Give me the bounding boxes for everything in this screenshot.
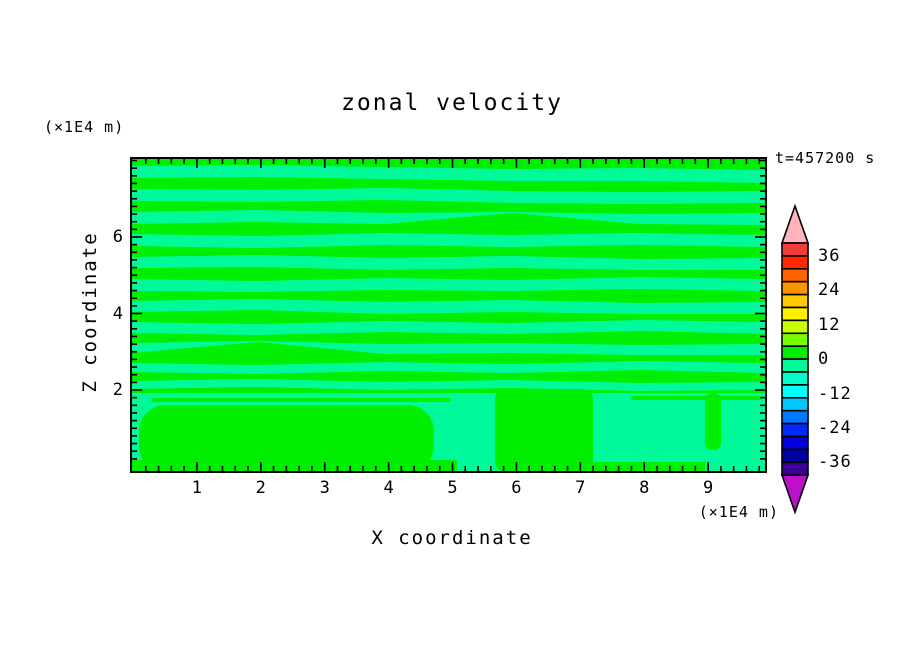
x-tick-label: 5	[447, 478, 458, 498]
colorbar-box	[781, 461, 809, 476]
bottom-green-blob	[495, 389, 593, 472]
contour-stripe	[131, 188, 766, 204]
x-tick-label: 1	[191, 478, 203, 498]
colorbar-box	[781, 267, 809, 283]
bottom-green-blob	[500, 462, 705, 472]
colorbar-box	[781, 306, 809, 322]
colorbar-under-arrow	[780, 474, 810, 515]
colorbar-tick-label: -12	[818, 383, 852, 404]
x-tick-label: 4	[383, 478, 394, 498]
colorbar-box	[781, 371, 809, 386]
x-tick-label: 3	[319, 478, 330, 498]
colorbar-tick-label: 24	[818, 280, 841, 301]
colorbar-box	[781, 280, 809, 296]
x-tick-label: 8	[639, 478, 650, 498]
x-tick-label: 7	[575, 478, 586, 498]
contour-stripe	[131, 165, 766, 183]
x-tick-label: 2	[255, 478, 266, 498]
x-tick-label: 9	[702, 478, 714, 498]
bottom-green-blob	[139, 405, 434, 472]
colorbar-over-arrow	[780, 203, 810, 244]
colorbar-box	[781, 396, 809, 412]
colorbar-tick-label: -24	[818, 417, 852, 438]
contour-stripe	[131, 361, 766, 374]
contour-stripe	[131, 210, 766, 225]
contour-stripe	[131, 233, 766, 248]
contour-stripe	[131, 255, 766, 270]
contour-field	[131, 158, 766, 472]
contour-stripe	[131, 379, 766, 391]
contour-stripe	[131, 341, 766, 355]
colorbar-tick-label: -36	[818, 452, 852, 473]
colorbar-tick-label: 0	[818, 349, 830, 370]
colorbar-tick-label: 12	[818, 314, 841, 335]
chart-title: zonal velocity	[341, 90, 563, 116]
colorbar-box	[781, 319, 809, 335]
plot-border	[130, 157, 767, 473]
colorbar-box	[781, 293, 809, 309]
colorbar-box	[781, 435, 809, 451]
colorbar-box	[781, 384, 809, 399]
bottom-green-blob	[131, 460, 457, 472]
y-tick-label: 4	[112, 303, 123, 324]
bottom-green-blob	[151, 398, 451, 402]
x-axis-title: X coordinate	[371, 527, 533, 549]
y-tick-label: 2	[112, 380, 123, 400]
time-annotation: t=457200 s	[775, 149, 876, 167]
y-tick-label: 6	[112, 227, 123, 247]
contour-stripe	[131, 320, 766, 335]
contour-stripe	[131, 277, 766, 292]
colorbar-box	[781, 255, 809, 270]
bottom-green-blob	[705, 393, 721, 450]
colorbar-box	[781, 448, 809, 464]
colorbar-box	[781, 345, 809, 360]
colorbar-box	[781, 242, 809, 257]
x-axis-unit-label: (×1E4 m)	[698, 503, 779, 521]
bottom-green-blob	[631, 396, 761, 400]
y-axis-unit-label: (×1E4 m)	[44, 118, 125, 136]
contour-stripe	[131, 299, 766, 314]
colorbar-tick-label: 36	[818, 245, 841, 266]
colorbar-box	[781, 409, 809, 425]
colorbar-box	[781, 358, 809, 373]
colorbar-box	[781, 422, 809, 438]
colorbar-box	[781, 332, 809, 347]
x-tick-label: 6	[511, 478, 522, 498]
